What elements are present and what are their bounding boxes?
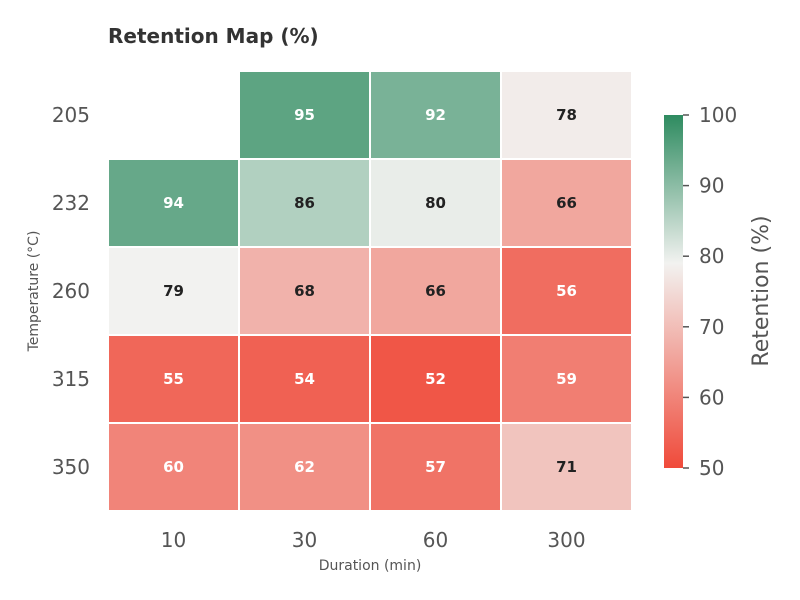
x-tick-label: 30 [292, 528, 317, 552]
cell-value-label: 68 [294, 282, 315, 300]
x-tick-labels: 10 30 60 300 [161, 528, 586, 552]
colorbar-tick-label: 80 [699, 244, 724, 268]
heatmap-cell [107, 246, 240, 336]
heatmap-cell [369, 158, 502, 248]
y-tick-label: 260 [52, 279, 90, 303]
cell-value-label: 80 [425, 194, 446, 212]
cell-value-label: 66 [556, 194, 577, 212]
heatmap-cell [238, 70, 371, 160]
y-tick-label: 350 [52, 455, 90, 479]
x-axis-label: Duration (min) [319, 558, 422, 574]
chart-title: Retention Map (%) [108, 24, 319, 48]
heatmap-cell [369, 246, 502, 336]
heatmap-cell [238, 422, 371, 512]
heatmap-cell [500, 70, 633, 160]
cell-value-label: 57 [425, 458, 446, 476]
cell-value-label: 78 [556, 106, 577, 124]
y-tick-label: 205 [52, 103, 90, 127]
cell-value-label: 95 [294, 106, 315, 124]
cell-value-label: 60 [163, 458, 184, 476]
y-tick-label: 315 [52, 367, 90, 391]
heatmap-cells: 95 92 78 94 86 80 66 79 68 66 56 55 54 52 59 60 62 57 71 [107, 70, 633, 512]
y-axis-label: Temperature (°C) [26, 231, 42, 353]
colorbar-tick-label: 100 [699, 103, 737, 127]
cell-value-label: 52 [425, 370, 446, 388]
y-tick-label: 232 [52, 191, 90, 215]
colorbar-tick-label: 70 [699, 315, 724, 339]
cell-value-label: 56 [556, 282, 577, 300]
cell-value-label: 92 [425, 106, 446, 124]
heatmap-cell [107, 334, 240, 424]
colorbar-tick-label: 90 [699, 174, 724, 198]
x-tick-label: 300 [547, 528, 585, 552]
x-tick-label: 10 [161, 528, 186, 552]
y-tick-labels: 205 232 260 315 350 [52, 103, 90, 479]
colorbar-ticks: 50 60 70 80 90 100 [683, 103, 737, 480]
colorbar-gradient [664, 115, 683, 468]
colorbar: 50 60 70 80 90 100 Retention (%) [664, 103, 774, 480]
colorbar-tick-label: 50 [699, 456, 724, 480]
heatmap-cell [500, 246, 633, 336]
heatmap-cell [107, 422, 240, 512]
cell-value-label: 79 [163, 282, 184, 300]
x-tick-label: 60 [423, 528, 448, 552]
cell-value-label: 62 [294, 458, 315, 476]
cell-value-label: 59 [556, 370, 577, 388]
heatmap-cell [369, 70, 502, 160]
heatmap-cell [500, 422, 633, 512]
colorbar-label: Retention (%) [749, 215, 774, 366]
cell-value-label: 86 [294, 194, 315, 212]
heatmap-cell [369, 422, 502, 512]
colorbar-tick-label: 60 [699, 385, 724, 409]
heatmap-cell [369, 334, 502, 424]
cell-value-label: 71 [556, 458, 577, 476]
cell-value-label: 55 [163, 370, 184, 388]
cell-value-label: 66 [425, 282, 446, 300]
cell-value-label: 54 [294, 370, 315, 388]
cell-value-label: 94 [163, 194, 184, 212]
